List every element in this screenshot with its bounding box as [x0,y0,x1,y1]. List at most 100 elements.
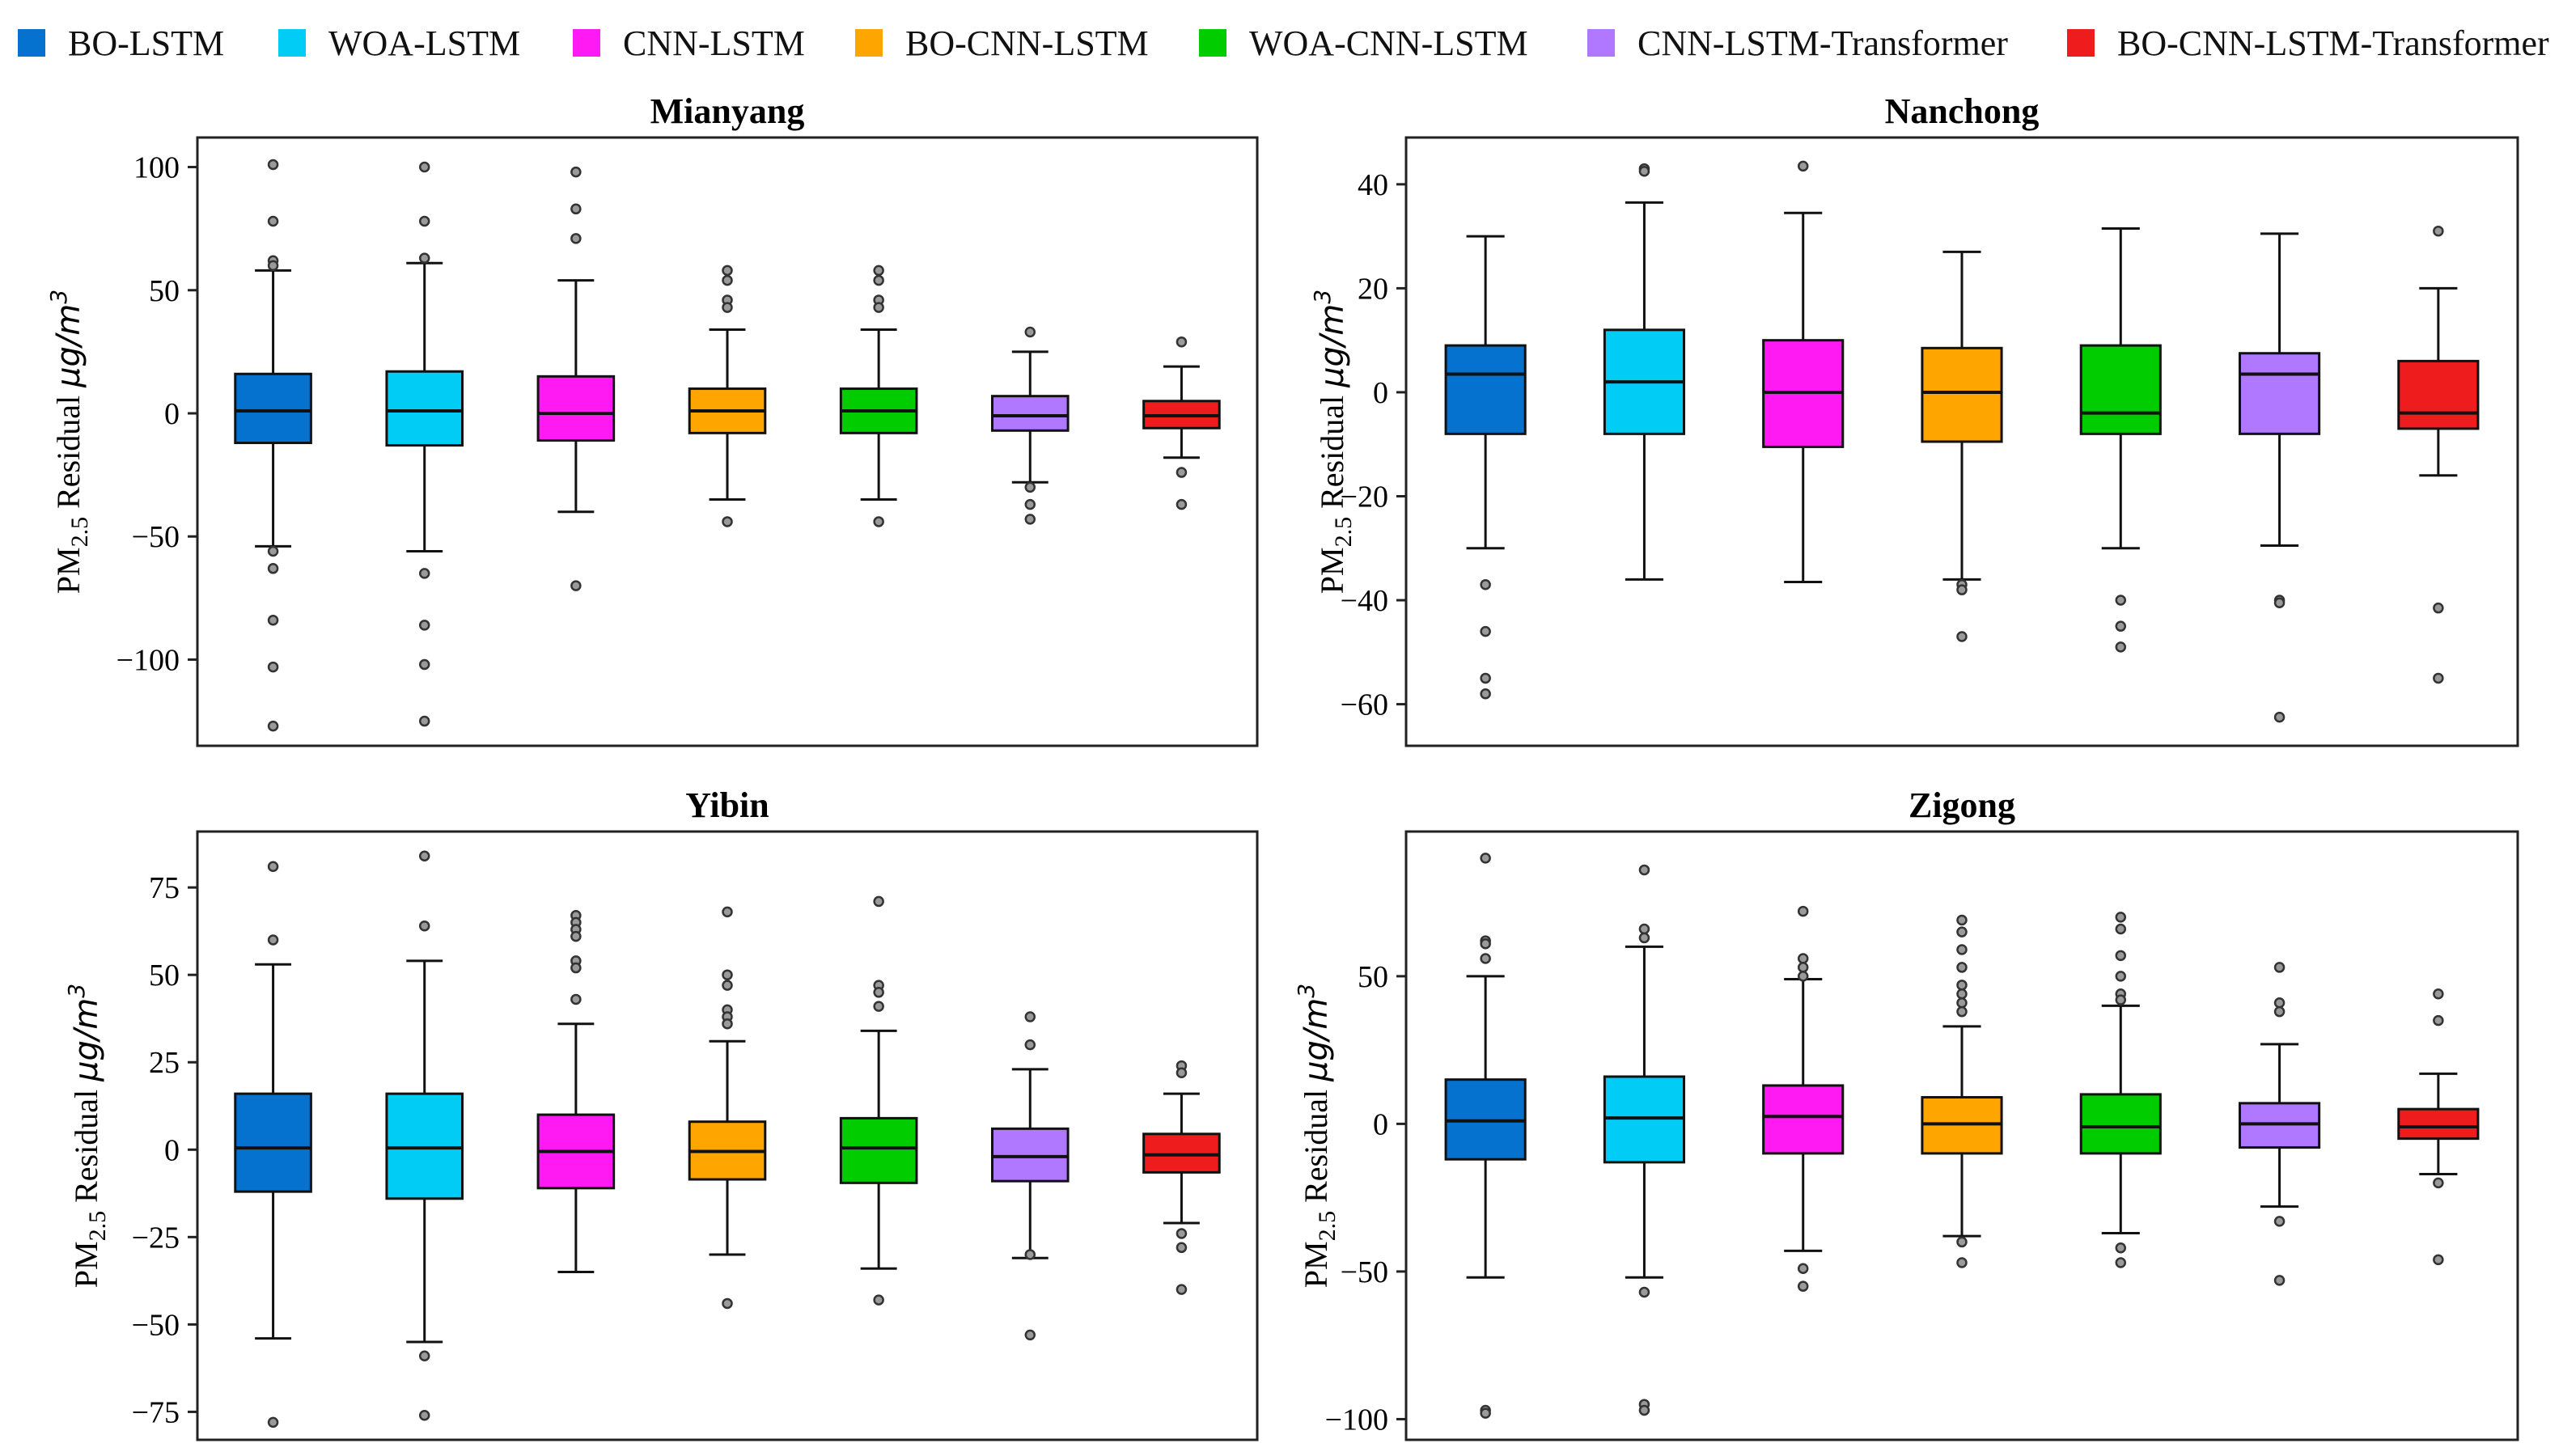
outlier-point [418,568,430,579]
outlier-point [1024,326,1036,338]
outlier-point [2433,988,2444,1000]
y-tick-label: 0 [1373,376,1388,410]
iqr-box [2079,344,2162,435]
iqr-box [234,372,312,445]
iqr-box [385,1092,464,1200]
outlier-point [570,930,582,942]
outlier-point [2115,620,2127,632]
y-tick-label: −100 [116,643,180,677]
box-woa-cnn-lstm [839,895,918,1306]
outlier-point [1024,1011,1036,1022]
outlier-point [1176,1284,1188,1295]
legend-label: WOA-CNN-LSTM [1249,23,1528,63]
outlier-point [2115,923,2127,935]
outlier-point [570,962,582,974]
chart-panel-zigong: Zigong 50 0 −50 −100 PM2.5 Residual μg/m3 [1293,785,2519,1441]
box-cnn-lstm-transformer [991,1011,1070,1341]
outlier-point [2273,997,2286,1009]
iqr-box [2397,359,2480,430]
box-cnn-lstm-transformer [991,326,1070,525]
box-woa-lstm [1603,864,1686,1416]
outlier-point [873,265,884,277]
legend-swatch [2067,29,2095,57]
outlier-point [873,302,884,313]
box-bo-cnn-lstm [1921,914,2003,1268]
outlier-point [2115,641,2127,653]
legend-swatch [1199,29,1226,57]
y-axis-label: PM2.5 Residual μg/m3 [63,984,111,1288]
outlier-point [2273,1275,2286,1286]
chart-title: Nanchong [1885,91,2040,131]
y-tick-label: −40 [1341,584,1388,618]
y-axis-label: PM2.5 Residual μg/m3 [45,290,93,594]
outlier-point [1024,1329,1036,1341]
outlier-point [418,715,430,727]
outlier-point [722,265,733,277]
outlier-point [1956,997,1968,1009]
box-bo-cnn-lstm [688,906,767,1310]
outlier-point [1956,914,1968,926]
outlier-point [570,233,582,244]
outlier-point [2115,595,2127,606]
box-woa-lstm [385,850,464,1421]
outlier-point [2273,597,2286,608]
outlier-point [1024,1249,1036,1260]
plot-frame [196,136,1259,747]
outlier-point [1797,953,1809,964]
iqr-box [2397,1107,2480,1141]
legend-label: BO-CNN-LSTM [905,23,1149,63]
outlier-point [1176,467,1188,478]
y-tick-label: −100 [1325,1403,1388,1437]
outlier-point [722,969,733,980]
plot-frame [1404,136,2519,747]
outlier-point [1638,932,1650,944]
box-woa-cnn-lstm [839,265,918,527]
outlier-point [2115,950,2127,962]
outlier-point [722,906,733,918]
legend-item: BO-CNN-LSTM-Transformer [2067,15,2549,71]
chart-panel-nanchong: Nanchong 40 20 0 −20 −40 −60 PM2.5 Residual μg/… [1309,91,2519,747]
legend-swatch [18,29,45,57]
outlier-point [1797,971,1809,982]
box-woa-cnn-lstm [2079,912,2162,1268]
outlier-point [267,720,279,732]
outlier-point [873,987,884,998]
outlier-point [1176,1228,1188,1239]
outlier-point [570,580,582,591]
outlier-point [1638,864,1650,876]
outlier-point [267,614,279,626]
iqr-box [839,1116,918,1184]
outlier-point [418,161,430,173]
outlier-point [1480,625,1491,637]
outlier-point [418,658,430,671]
outlier-point [1956,988,1968,1000]
box-bo-lstm [1444,853,1527,1419]
box-cnn-lstm-transformer [2239,232,2321,723]
outlier-point [418,1350,430,1362]
outlier-point [722,1297,733,1310]
outlier-point [2273,962,2286,973]
outlier-point [873,895,884,908]
outlier-point [2273,1216,2286,1227]
outlier-point [2115,994,2127,1005]
box-woa-lstm [385,161,464,727]
legend-label: BO-CNN-LSTM-Transformer [2117,23,2549,63]
legend-swatch [1587,29,1615,57]
box-bo-cnn-lstm-transformer [2397,988,2480,1266]
outlier-point [1797,1280,1809,1292]
outlier-point [1797,160,1809,172]
outlier-point [722,516,733,527]
legend-swatch [855,29,883,57]
outlier-point [2433,1254,2444,1266]
y-tick-label: −50 [132,520,180,554]
y-tick-label: −75 [132,1395,180,1429]
outlier-point [1797,905,1809,917]
y-tick-label: 20 [1358,272,1388,306]
outlier-point [418,620,430,631]
legend-item: BO-LSTM [18,15,224,71]
outlier-point [570,993,582,1005]
y-tick-label: 75 [149,871,180,905]
y-axis-label: PM2.5 Residual μg/m3 [1309,290,1357,594]
outlier-point [1176,1067,1188,1078]
outlier-point [1024,1039,1036,1051]
